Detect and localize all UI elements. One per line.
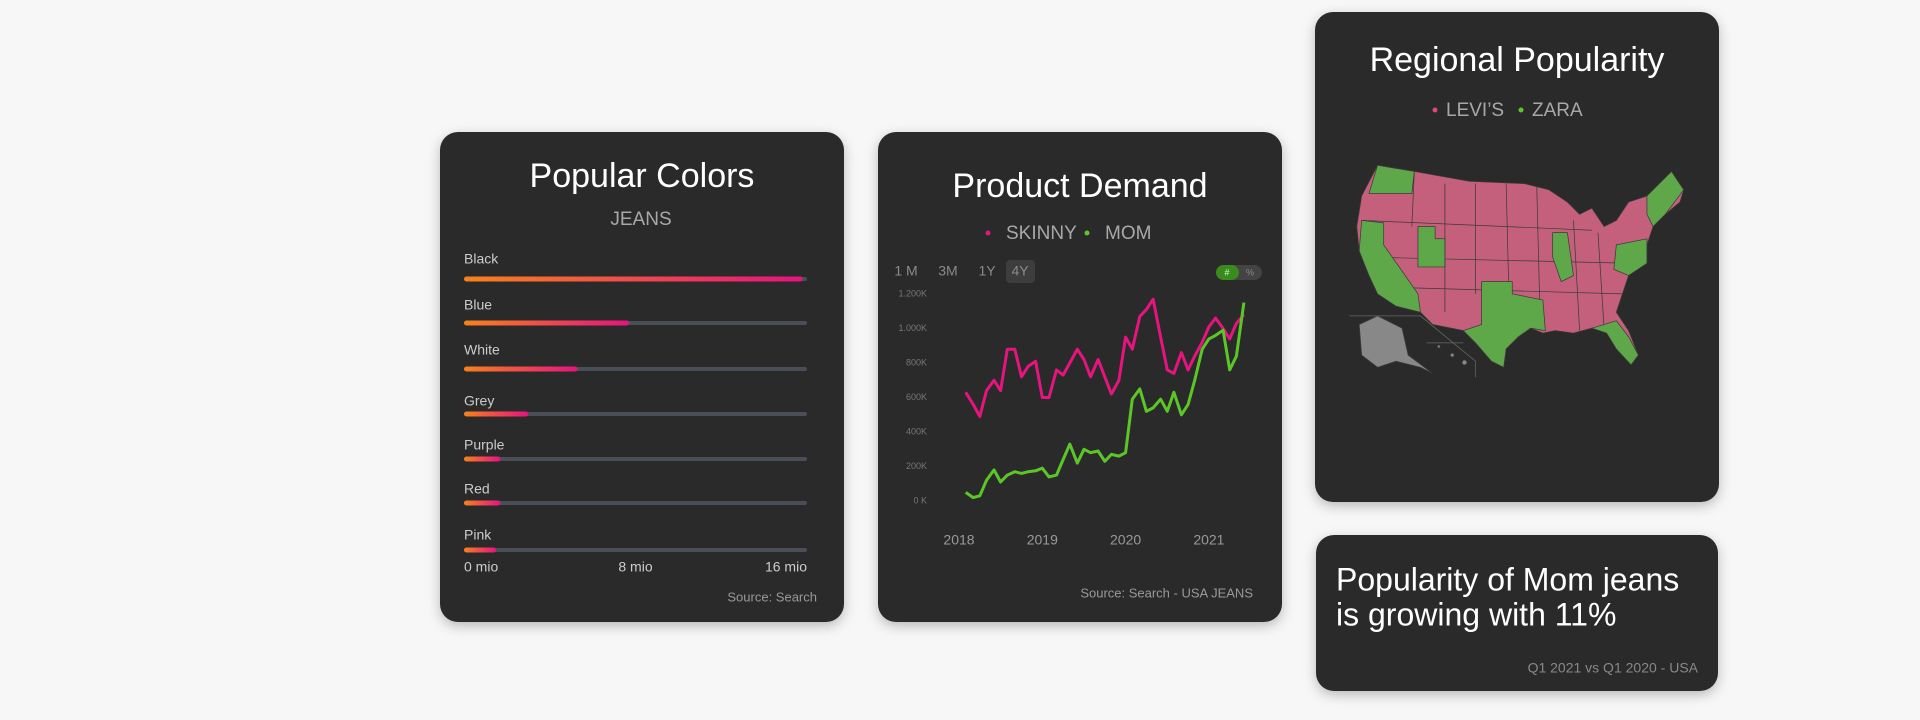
series-line [964, 297, 1246, 418]
track [464, 412, 807, 416]
card [1316, 535, 1718, 691]
x-tick-label: 8 mio [618, 559, 652, 575]
range-button[interactable]: 3M [938, 263, 957, 279]
track [464, 457, 807, 461]
map-title: Regional Popularity [1370, 41, 1665, 79]
legend-label: MOM [1105, 223, 1151, 244]
category-label: Grey [464, 393, 494, 409]
chart-title: Popular Colors [530, 157, 755, 195]
legend-label: ZARA [1532, 100, 1583, 121]
y-tick-label: 1.000K [898, 323, 927, 333]
legend-label: SKINNY [1006, 223, 1077, 244]
bar [464, 320, 630, 326]
bar [464, 547, 497, 553]
track [464, 501, 807, 505]
chart-subtitle: JEANS [610, 209, 671, 230]
legend-marker [1518, 107, 1524, 113]
x-tick-label: 2018 [943, 532, 974, 548]
region-group [1358, 164, 1685, 368]
hawaii [1461, 359, 1468, 366]
bar [464, 276, 803, 282]
legend-marker [1084, 230, 1090, 236]
legend-label: LEVI’S [1446, 100, 1504, 121]
x-tick-label: 2020 [1110, 532, 1141, 548]
x-tick-label: 2021 [1193, 532, 1224, 548]
x-tick-label: 2019 [1027, 532, 1058, 548]
insight-note: Q1 2021 vs Q1 2020 - USA [1528, 660, 1699, 676]
category-label: Blue [464, 297, 492, 313]
category-label: Purple [464, 437, 505, 453]
bar [464, 456, 501, 462]
legend-marker [1432, 107, 1438, 113]
range-button[interactable]: 1Y [978, 263, 996, 279]
legend-marker [985, 230, 991, 236]
alaska [1358, 315, 1433, 374]
insight-headline: Popularity of Mom jeans [1336, 561, 1679, 597]
y-tick-label: 0 K [913, 495, 927, 505]
bar [464, 366, 578, 372]
source: Source: Search - USA JEANS [1080, 585, 1253, 600]
x-tick-label: 16 mio [765, 559, 807, 575]
range-button[interactable]: 4Y [1011, 263, 1029, 279]
range-button-active[interactable] [1006, 260, 1035, 283]
series-line [964, 302, 1246, 500]
category-label: White [464, 342, 500, 358]
range-button[interactable]: 1 M [894, 263, 917, 279]
y-tick-label: 1.200K [898, 288, 927, 298]
map [1349, 164, 1685, 378]
category-label: Black [464, 251, 499, 267]
y-tick-label: 600K [906, 392, 927, 402]
insight-headline: is growing with 11% [1336, 596, 1616, 632]
hawaii [1436, 344, 1441, 349]
toggle-label[interactable]: % [1246, 267, 1254, 277]
inset-border [1349, 315, 1476, 378]
x-tick-label: 0 mio [464, 559, 498, 575]
region [1356, 164, 1685, 368]
category-label: Pink [464, 527, 492, 543]
card [878, 132, 1282, 622]
category-label: Red [464, 481, 490, 497]
track [464, 548, 807, 552]
card [440, 132, 844, 622]
y-tick-label: 200K [906, 461, 927, 471]
bar [464, 500, 501, 506]
source: Source: Search [727, 589, 817, 604]
toggle-knob[interactable] [1216, 265, 1239, 280]
toggle-label[interactable]: # [1224, 267, 1229, 277]
bar [464, 411, 529, 417]
hawaii [1450, 352, 1455, 358]
y-tick-label: 400K [906, 426, 927, 436]
y-tick-label: 800K [906, 357, 927, 367]
chart-title: Product Demand [952, 167, 1207, 205]
